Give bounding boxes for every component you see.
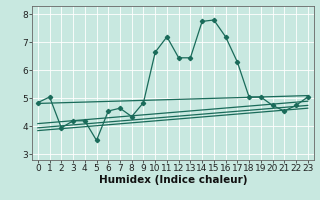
X-axis label: Humidex (Indice chaleur): Humidex (Indice chaleur)	[99, 175, 247, 185]
